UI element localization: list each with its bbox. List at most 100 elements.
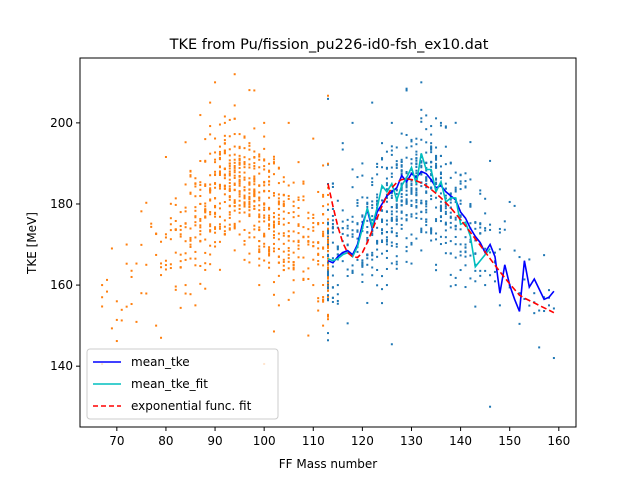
scatter-point [145,292,148,295]
scatter-point [410,243,413,246]
scatter-point [400,199,403,202]
scatter-point [464,251,467,254]
scatter-point [400,189,403,192]
scatter-point [430,151,433,154]
scatter-point [258,257,261,260]
scatter-point [420,108,423,111]
scatter-point [371,274,374,277]
scatter-point [155,253,158,256]
scatter-point [233,174,236,177]
scatter-point [272,161,275,164]
scatter-point [199,226,202,229]
scatter-point [498,231,501,234]
scatter-point [164,236,167,239]
scatter-point [356,176,359,179]
scatter-point [341,227,344,230]
scatter-point [272,212,275,215]
scatter-point [317,241,320,244]
scatter-point [272,242,275,245]
scatter-point [169,267,172,270]
scatter-point [439,243,442,246]
scatter-point [356,230,359,233]
scatter-point [469,205,472,208]
scatter-point [179,228,182,231]
scatter-point [366,201,369,204]
scatter-point [307,334,310,337]
scatter-point [209,187,212,190]
scatter-point [204,184,207,187]
scatter-point [400,211,403,214]
scatter-point [420,173,423,176]
scatter-point [331,208,334,211]
scatter-point [292,266,295,269]
scatter-point [425,179,428,182]
scatter-point [390,194,393,197]
scatter-point [361,262,364,265]
scatter-point [297,232,300,235]
scatter-point [228,185,231,188]
scatter-point [336,199,339,202]
scatter-point [268,169,271,172]
scatter-point [395,205,398,208]
scatter-point [317,253,320,256]
scatter-point [243,136,246,139]
scatter-point [140,210,143,213]
scatter-point [385,188,388,191]
scatter-point [292,279,295,282]
scatter-point [400,164,403,167]
scatter-point [248,215,251,218]
scatter-point [248,158,251,161]
x-tick-label: 120 [351,434,374,448]
scatter-point [469,254,472,257]
scatter-point [287,212,290,215]
scatter-point [199,282,202,285]
scatter-point [238,211,241,214]
scatter-point [209,244,212,247]
scatter-point [253,188,256,191]
scatter-point [385,167,388,170]
scatter-point [258,226,261,229]
scatter-point [459,199,462,202]
scatter-point [233,164,236,167]
scatter-point [493,251,496,254]
scatter-point [430,147,433,150]
scatter-point [425,141,428,144]
scatter-point [253,165,256,168]
scatter-point [425,128,428,131]
scatter-point [552,307,555,310]
scatter-point [543,254,546,257]
scatter-point [346,227,349,230]
scatter-point [415,216,418,219]
scatter-point [199,188,202,191]
scatter-point [513,204,516,207]
scatter-point [312,226,315,229]
scatter-point [439,206,442,209]
scatter-point [199,202,202,205]
scatter-point [268,180,271,183]
scatter-point [160,240,163,243]
scatter-point [302,270,305,273]
scatter-point [420,185,423,188]
scatter-point [366,301,369,304]
scatter-point [277,247,280,250]
scatter-point [331,219,334,222]
scatter-point [101,296,104,299]
scatter-point [302,236,305,239]
scatter-point [209,101,212,104]
scatter-point [538,309,541,312]
scatter-point [238,195,241,198]
scatter-point [287,247,290,250]
scatter-point [194,216,197,219]
scatter-point [331,257,334,260]
scatter-point [395,255,398,258]
scatter-point [297,223,300,226]
scatter-point [356,258,359,261]
scatter-point [268,214,271,217]
scatter-point [228,167,231,170]
scatter-point [228,178,231,181]
scatter-point [336,284,339,287]
scatter-point [287,221,290,224]
scatter-point [435,177,438,180]
scatter-point [327,253,329,256]
scatter-point [164,268,167,271]
